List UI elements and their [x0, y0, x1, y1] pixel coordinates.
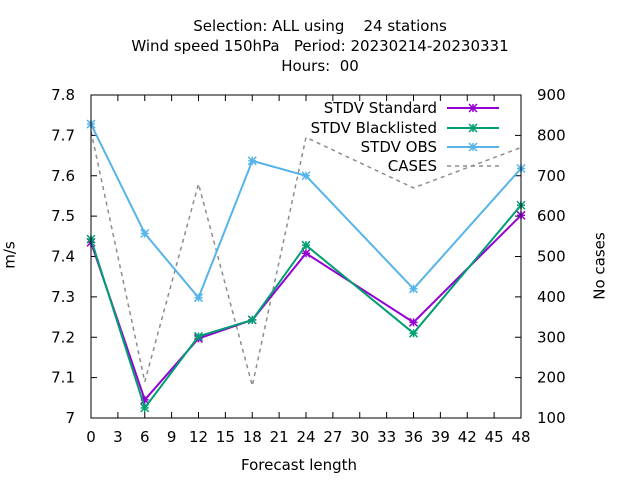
- y2-tick-label: 700: [537, 167, 566, 185]
- data-point-stdv-blacklisted: [301, 240, 311, 250]
- y-tick-label: 7.5: [51, 207, 75, 225]
- series-line-cases: [90, 131, 522, 386]
- x-tick-label: 9: [167, 428, 177, 446]
- y2-tick-label: 900: [537, 86, 566, 104]
- chart-title-line-2: Wind speed 150hPa Period: 20230214-20230…: [131, 37, 509, 55]
- x-tick-label: 39: [431, 428, 450, 446]
- x-tick-label: 30: [350, 428, 369, 446]
- y2-tick-label: 100: [537, 409, 566, 427]
- x-tick-label: 24: [296, 428, 315, 446]
- x-tick-label: 48: [511, 428, 530, 446]
- legend-marker-stdv-obs: [468, 142, 478, 152]
- y-tick-label: 7.1: [51, 369, 75, 387]
- legend-label-cases: CASES: [388, 157, 437, 175]
- x-tick-label: 45: [485, 428, 504, 446]
- y-tick-label: 7.8: [51, 86, 75, 104]
- series-layer: [86, 119, 526, 413]
- x-tick-label: 27: [323, 428, 342, 446]
- x-tick-label: 21: [270, 428, 289, 446]
- y-tick-label: 7: [65, 409, 75, 427]
- y-tick-label: 7.7: [51, 126, 75, 144]
- data-point-stdv-obs: [247, 156, 257, 166]
- series-line-stdv-obs: [90, 123, 522, 300]
- data-point-stdv-blacklisted: [193, 331, 204, 341]
- data-point-stdv-blacklisted: [140, 403, 150, 413]
- x-tick-label: 3: [113, 428, 123, 446]
- series-line-stdv-blacklisted: [90, 204, 522, 411]
- legend-label-stdv-obs: STDV OBS: [361, 138, 437, 156]
- plot-area-border: [90, 94, 522, 419]
- y-tick-label: 7.2: [51, 328, 75, 346]
- x-tick-label: 36: [404, 428, 423, 446]
- y2-tick-label: 600: [537, 207, 566, 225]
- x-tick-label: 18: [243, 428, 262, 446]
- data-point-stdv-obs: [408, 284, 419, 294]
- y-tick-label: 7.3: [51, 288, 75, 306]
- y-tick-label: 7.4: [51, 248, 75, 266]
- axis-ticks: 0 3 6 9 12 15 18 21 24 27 30 33 36 39 42 45 4877.17.27.3…: [51, 86, 566, 446]
- y2-tick-label: 500: [537, 248, 566, 266]
- data-point-stdv-blacklisted: [247, 315, 257, 325]
- y2-tick-label: 300: [537, 328, 566, 346]
- chart-title-line-3: Hours: 00: [281, 57, 359, 75]
- y-axis-label: m/s: [0, 241, 19, 269]
- x-tick-label: 6: [140, 428, 150, 446]
- data-point-stdv-standard: [408, 317, 419, 327]
- y2-tick-label: 400: [537, 288, 566, 306]
- data-point-stdv-obs: [140, 228, 150, 239]
- data-point-stdv-obs: [301, 171, 311, 181]
- chart-title-line-1: Selection: ALL using 24 stations: [193, 17, 447, 35]
- legend-label-stdv-blacklisted: STDV Blacklisted: [311, 119, 437, 137]
- data-point-stdv-obs: [193, 293, 204, 303]
- y-tick-label: 7.6: [51, 167, 75, 185]
- x-tick-label: 0: [86, 428, 96, 446]
- y2-axis-label: No cases: [590, 232, 609, 300]
- legend-label-stdv-standard: STDV Standard: [324, 99, 437, 117]
- x-tick-label: 33: [377, 428, 396, 446]
- x-tick-label: 15: [216, 428, 235, 446]
- y2-tick-label: 200: [537, 369, 566, 387]
- legend-marker-stdv-standard: [468, 103, 478, 113]
- x-axis-label: Forecast length: [241, 456, 358, 474]
- legend-marker-stdv-blacklisted: [468, 123, 478, 133]
- y2-tick-label: 800: [537, 126, 566, 144]
- x-tick-label: 12: [189, 428, 208, 446]
- x-tick-label: 42: [458, 428, 477, 446]
- data-point-stdv-blacklisted: [408, 328, 419, 338]
